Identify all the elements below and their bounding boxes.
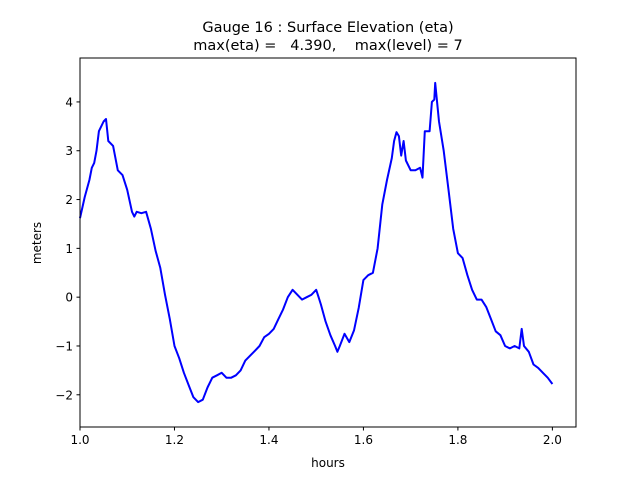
y-axis: 4 3 2 1 0 −1 −2	[55, 95, 80, 402]
y-tick-label: −1	[55, 339, 73, 353]
plot-area	[79, 81, 554, 404]
x-tick-label: 1.0	[70, 433, 89, 447]
y-tick-label: 4	[65, 95, 73, 109]
y-tick-label: 2	[65, 193, 73, 207]
series-line-eta	[79, 81, 554, 404]
x-tick-label: 1.2	[165, 433, 184, 447]
y-tick-label: 0	[65, 291, 73, 305]
x-tick-label: 1.8	[448, 433, 467, 447]
y-tick-label: 1	[65, 242, 73, 256]
axes-frame	[79, 57, 577, 428]
y-tick-label: 3	[65, 144, 73, 158]
y-tick-label: −2	[55, 388, 73, 402]
x-axis: 1.0 1.2 1.4 1.6 1.8 2.0	[70, 427, 562, 447]
chart-subtitle: max(eta) = 4.390, max(level) = 7	[193, 38, 463, 54]
x-tick-label: 1.4	[259, 433, 278, 447]
x-tick-label: 2.0	[543, 433, 562, 447]
y-axis-label: meters	[30, 222, 44, 264]
x-tick-label: 1.6	[354, 433, 373, 447]
chart-title: Gauge 16 : Surface Elevation (eta)	[202, 20, 453, 36]
x-axis-label: hours	[311, 456, 345, 470]
